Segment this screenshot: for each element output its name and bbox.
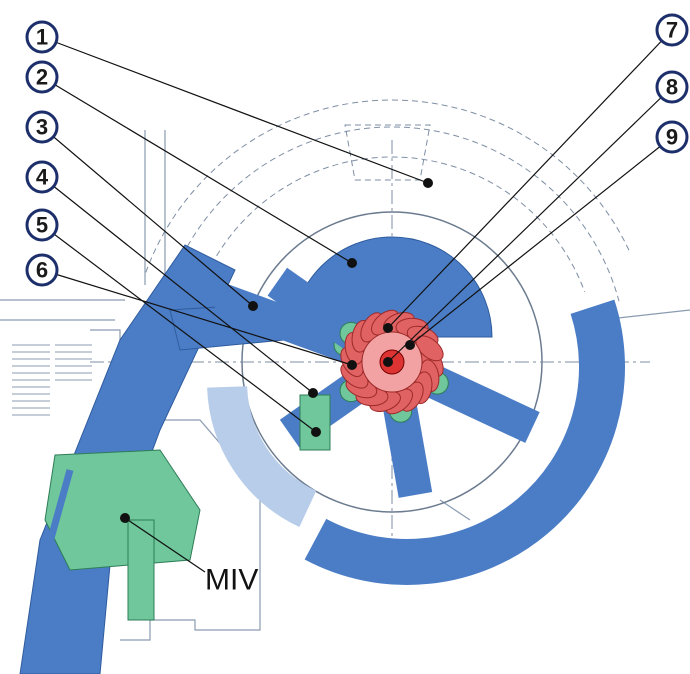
leader-line xyxy=(124,517,206,573)
leader-dot xyxy=(405,340,415,350)
callout-number: 2 xyxy=(36,65,48,90)
leader-line xyxy=(409,136,673,346)
valve-label: MIV xyxy=(205,564,258,597)
leader-line xyxy=(41,36,429,184)
casing-end xyxy=(207,385,317,528)
leader-dot xyxy=(423,178,433,188)
callout-number: 3 xyxy=(36,115,48,140)
callout-circle xyxy=(25,20,59,54)
runner-bucket xyxy=(415,335,444,362)
callout-circle xyxy=(25,160,59,194)
callout-circle xyxy=(25,60,59,94)
outline xyxy=(439,499,471,521)
callout-circle xyxy=(25,253,59,287)
callout-circle xyxy=(655,120,689,154)
leader-line xyxy=(41,269,353,366)
callout-circle xyxy=(25,208,59,242)
leader-line xyxy=(387,29,673,329)
labels: 1 2 3 4 5 6 7 8 9 xyxy=(25,13,689,287)
leader-line xyxy=(41,224,317,433)
leader-dot xyxy=(383,357,393,367)
leader-line xyxy=(387,86,673,363)
injector xyxy=(425,365,540,443)
injector-servo xyxy=(299,394,331,451)
housing-outline xyxy=(198,156,586,293)
valve-actuator xyxy=(127,519,155,621)
leader-dot xyxy=(248,301,258,311)
callout-number: 1 xyxy=(36,25,48,50)
valve-rod xyxy=(41,469,74,581)
callout-number: 7 xyxy=(666,18,678,43)
valve xyxy=(44,449,201,571)
leader-dot xyxy=(308,388,318,398)
leader-line xyxy=(41,176,314,394)
leader-lines xyxy=(41,29,673,573)
callout-number: 6 xyxy=(36,258,48,283)
callout-number: 9 xyxy=(666,125,678,150)
housing-outline xyxy=(344,124,431,181)
callout-number: 8 xyxy=(666,75,678,100)
leader-dot xyxy=(347,360,357,370)
leader-dot xyxy=(120,513,130,523)
callout-circle xyxy=(655,70,689,104)
housing-outline xyxy=(145,99,630,273)
callout-circle xyxy=(25,110,59,144)
casing xyxy=(304,299,625,585)
injector xyxy=(212,282,356,363)
callout-circle xyxy=(655,13,689,47)
leader-dot xyxy=(347,258,357,268)
leader-line xyxy=(41,76,353,264)
drawing xyxy=(0,99,690,674)
leader-line xyxy=(41,126,254,307)
callout-number: 4 xyxy=(36,165,49,190)
leader-dot xyxy=(311,427,321,437)
callout-number: 5 xyxy=(36,213,48,238)
leader-dot xyxy=(383,323,393,333)
